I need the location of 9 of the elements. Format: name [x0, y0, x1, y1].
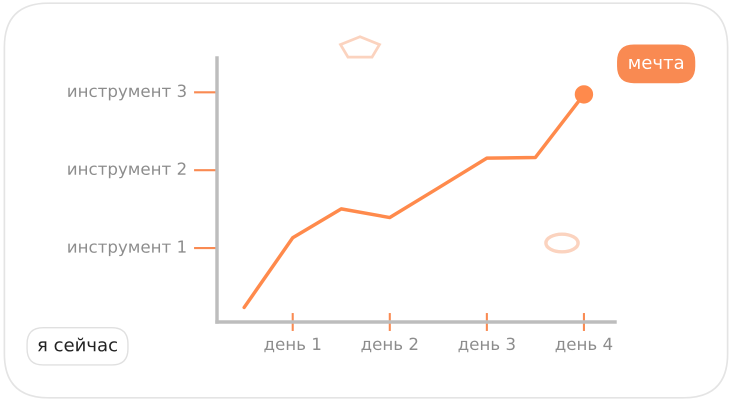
text: инструмент 2: [68, 162, 186, 178]
x-tick-label: день 1: [264, 338, 320, 352]
text: я сейчас: [38, 338, 117, 352]
x-tick-label: день 3: [458, 338, 515, 352]
text: инструмент 3: [68, 84, 186, 100]
x-tick-label: день 4: [556, 338, 612, 352]
text: инструмент 1: [68, 240, 186, 256]
text: мечта: [629, 58, 684, 70]
x-tick-label: день 2: [361, 338, 418, 352]
